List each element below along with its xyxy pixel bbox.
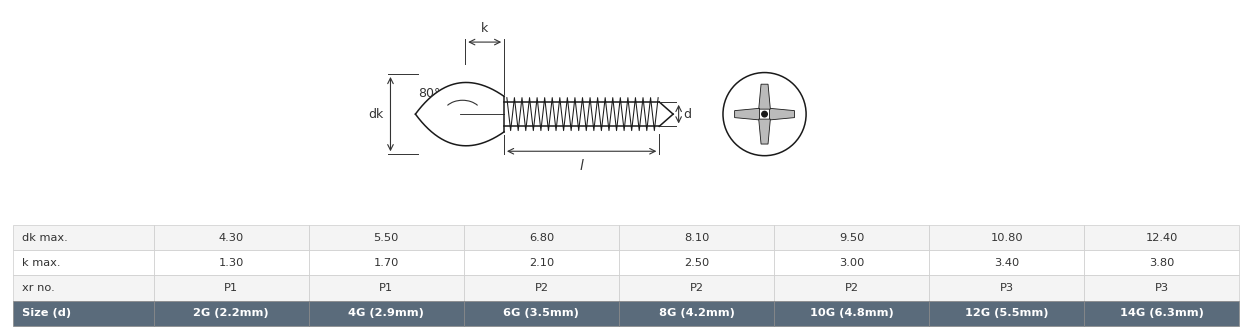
Bar [309,300,463,326]
Circle shape [761,111,767,117]
Bar [463,225,618,250]
Text: l: l [580,159,583,173]
Text: 4G (2.9mm): 4G (2.9mm) [348,308,424,318]
Text: P2: P2 [690,283,704,293]
Text: P1: P1 [224,283,238,293]
Text: 12G (5.5mm): 12G (5.5mm) [965,308,1048,318]
Text: P1: P1 [379,283,393,293]
Bar [154,275,309,300]
Bar [13,275,154,300]
Bar [13,225,154,250]
Bar [1084,300,1239,326]
Bar [929,300,1084,326]
Bar [154,225,309,250]
Text: 6.80: 6.80 [528,233,555,242]
Bar [463,300,618,326]
Bar [309,225,463,250]
Bar [463,275,618,300]
Bar [618,225,774,250]
Text: 3.40: 3.40 [994,258,1019,268]
Text: 2.50: 2.50 [684,258,709,268]
Bar [618,300,774,326]
Text: Size (d): Size (d) [23,308,71,318]
Text: k: k [481,22,488,36]
Bar [1084,275,1239,300]
Polygon shape [770,108,795,120]
Text: dk: dk [368,108,384,121]
Text: dk max.: dk max. [23,233,68,242]
Text: 2G (2.2mm): 2G (2.2mm) [193,308,269,318]
Bar [154,250,309,275]
Bar [13,250,154,275]
Polygon shape [759,119,770,144]
Text: P3: P3 [1000,283,1014,293]
Polygon shape [735,108,760,120]
Text: 9.50: 9.50 [839,233,864,242]
Bar [154,300,309,326]
Text: 14G (6.3mm): 14G (6.3mm) [1121,308,1204,318]
Text: P2: P2 [845,283,859,293]
Bar [774,300,929,326]
Bar [774,250,929,275]
Bar [1084,250,1239,275]
Text: P3: P3 [1154,283,1169,293]
Bar [929,250,1084,275]
Text: 10.80: 10.80 [990,233,1023,242]
Bar [463,250,618,275]
Bar [929,275,1084,300]
Text: 3.00: 3.00 [839,258,864,268]
Text: 12.40: 12.40 [1146,233,1178,242]
Bar [774,225,929,250]
Text: 2.10: 2.10 [528,258,555,268]
Bar [929,225,1084,250]
Bar [309,250,463,275]
Text: xr no.: xr no. [23,283,55,293]
Text: 5.50: 5.50 [373,233,399,242]
Text: 8G (4.2mm): 8G (4.2mm) [659,308,735,318]
Text: 3.80: 3.80 [1149,258,1174,268]
Text: 1.70: 1.70 [373,258,399,268]
Text: 4.30: 4.30 [219,233,244,242]
Text: 80°: 80° [418,87,441,100]
Bar [1084,225,1239,250]
Bar [618,250,774,275]
Text: P2: P2 [535,283,548,293]
Text: 6G (3.5mm): 6G (3.5mm) [503,308,580,318]
Text: 10G (4.8mm): 10G (4.8mm) [810,308,894,318]
Text: d: d [684,108,691,121]
Bar [309,275,463,300]
Bar [774,275,929,300]
Text: k max.: k max. [23,258,61,268]
Bar [13,300,154,326]
Text: 1.30: 1.30 [219,258,244,268]
Polygon shape [759,84,770,109]
Text: 8.10: 8.10 [684,233,709,242]
Bar [618,275,774,300]
